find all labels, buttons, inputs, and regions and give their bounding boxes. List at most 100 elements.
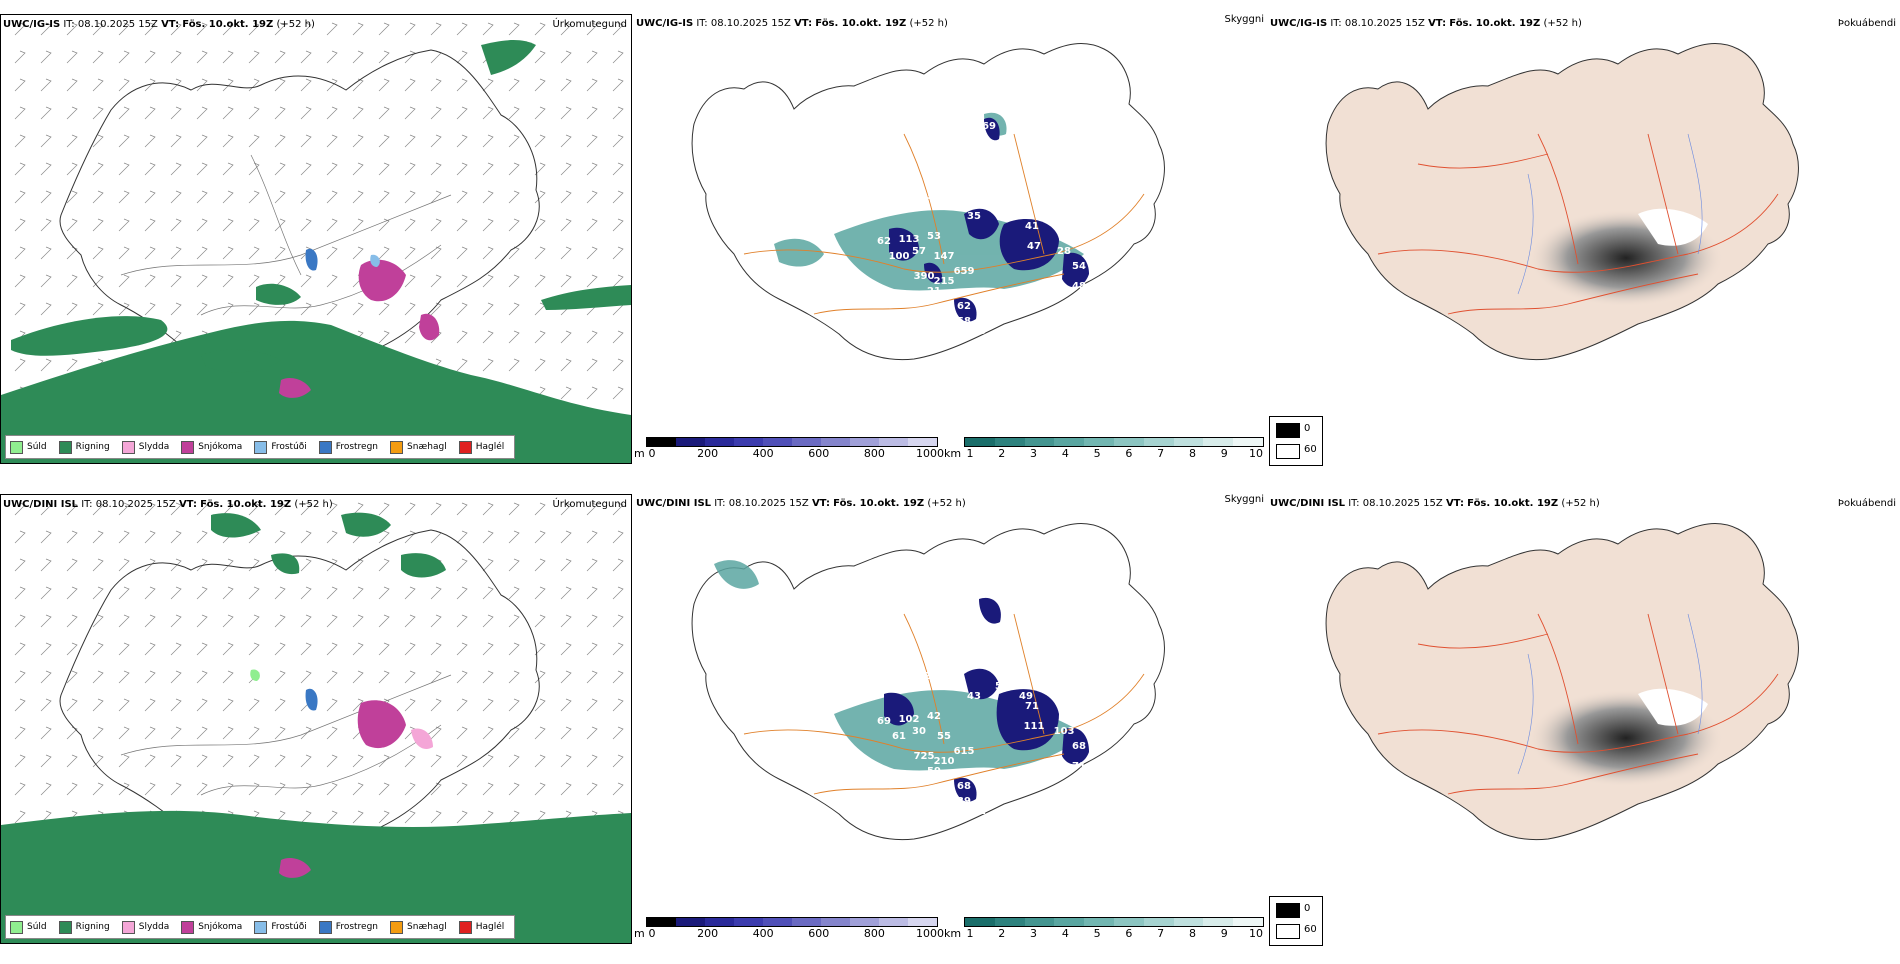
legend-item-slydda: Slydda — [121, 440, 170, 454]
wind-barb — [92, 106, 104, 120]
wind-barb — [560, 106, 572, 120]
wind-barb — [404, 246, 416, 260]
wind-barb — [92, 190, 104, 204]
wind-barb — [196, 190, 208, 204]
wind-barb — [118, 782, 130, 796]
wind-barb — [118, 586, 130, 600]
wind-barb — [482, 78, 494, 92]
wind-barb — [378, 302, 390, 316]
wind-barb — [144, 302, 156, 316]
wind-barb — [352, 698, 364, 712]
colorbar-cell — [1024, 918, 1055, 926]
wind-barb — [430, 106, 442, 120]
wind-barb — [326, 274, 338, 288]
wind-barb — [14, 50, 26, 64]
legend-item-rigning: Rigning — [58, 440, 110, 454]
ceiling-value-label: 55 — [937, 731, 951, 742]
wind-barb — [196, 302, 208, 316]
wind-barb — [326, 586, 338, 600]
wind-barb — [248, 162, 260, 176]
colorbar-cell — [705, 918, 734, 926]
wind-barb — [248, 218, 260, 232]
colorbar-cell — [676, 438, 705, 446]
wind-barb — [586, 670, 598, 684]
wind-barb — [274, 50, 286, 64]
wind-barb — [170, 558, 182, 572]
wind-barb — [40, 22, 52, 36]
wind-barb — [404, 502, 416, 516]
legend-swatch — [390, 440, 404, 454]
wind-barb — [144, 698, 156, 712]
wind-barb — [456, 726, 468, 740]
wind-barb — [404, 162, 416, 176]
wind-barb — [92, 50, 104, 64]
wind-barb — [300, 558, 312, 572]
wind-barb — [300, 274, 312, 288]
wind-barb — [144, 246, 156, 260]
wind-barb — [586, 386, 598, 400]
wind-barb — [378, 614, 390, 628]
wind-barb — [482, 670, 494, 684]
legend-label: Slydda — [138, 442, 170, 452]
wind-barb — [560, 190, 572, 204]
wind-barb — [40, 246, 52, 260]
wind-barb — [612, 22, 624, 36]
colorbar-tick: 8 — [1188, 927, 1196, 940]
wind-barb — [560, 586, 572, 600]
wind-barb — [456, 134, 468, 148]
wind-barb — [586, 726, 598, 740]
ceiling-value-label: 43 — [967, 691, 981, 702]
wind-barb — [40, 698, 52, 712]
wind-barb — [274, 22, 286, 36]
wind-barb — [482, 162, 494, 176]
wind-barb — [92, 78, 104, 92]
colorbar-cell — [965, 438, 995, 446]
wind-barb — [560, 134, 572, 148]
wind-barb — [456, 22, 468, 36]
wind-barb — [118, 274, 130, 288]
wind-barb — [144, 218, 156, 232]
wind-barb — [118, 670, 130, 684]
wind-barb — [586, 754, 598, 768]
colorbar-cell — [792, 918, 821, 926]
ceiling-value-label: 71 — [1072, 761, 1086, 772]
legend-label: Frostregn — [335, 442, 379, 452]
wind-barb — [456, 78, 468, 92]
wind-barb — [196, 218, 208, 232]
wind-barb — [612, 162, 624, 176]
ceiling-unit: m — [634, 447, 645, 460]
wind-barb — [508, 558, 520, 572]
wind-barb — [40, 530, 52, 544]
wind-barb — [404, 642, 416, 656]
colorbar-cell — [1024, 438, 1055, 446]
wind-barb — [508, 614, 520, 628]
wind-barb — [482, 502, 494, 516]
colorbar-tick: 0 — [648, 447, 656, 460]
colorbar-cell — [879, 438, 908, 446]
wind-barb — [352, 810, 364, 824]
wind-barb — [248, 502, 260, 516]
ceiling-colorbar-swatches-bottom — [646, 917, 938, 927]
wind-barb — [352, 586, 364, 600]
fog-panel-top: UWC/IG-IS IT: 08.10.2025 15Z VT: Fös. 10… — [1268, 14, 1900, 464]
wind-barb — [482, 106, 494, 120]
precip-type-title-bottom: Úrkomutegund — [552, 499, 627, 510]
wind-barb — [586, 162, 598, 176]
wind-barb — [508, 218, 520, 232]
cloud-legend-bottom: 0 60 — [1269, 896, 1323, 946]
wind-barb — [118, 106, 130, 120]
wind-barb — [300, 670, 312, 684]
wind-barb — [248, 642, 260, 656]
wind-barb — [482, 302, 494, 316]
wind-barb — [586, 558, 598, 572]
wind-barb — [456, 670, 468, 684]
wind-barb — [66, 302, 78, 316]
visibility-title: Skyggni — [1224, 14, 1264, 25]
wind-barb — [430, 530, 442, 544]
wind-barb — [586, 190, 598, 204]
wind-barb — [14, 502, 26, 516]
wind-barb — [482, 330, 494, 344]
wind-barb — [482, 358, 494, 372]
visibility-panel-bottom: 43 59 49 71 111 103 68 71 42 102 69 61 30 55 725 615 210… — [634, 494, 1266, 944]
wind-barb — [248, 134, 260, 148]
